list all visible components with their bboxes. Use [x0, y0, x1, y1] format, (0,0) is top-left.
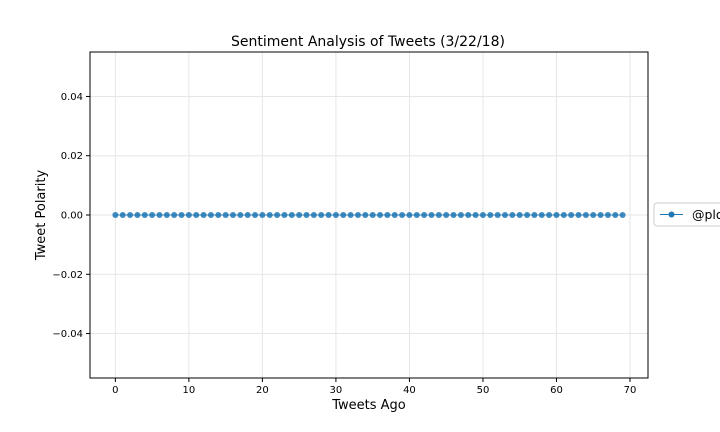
data-point — [171, 212, 178, 218]
y-tick-label: 0.04 — [61, 92, 83, 103]
y-tick-label: 0.00 — [61, 211, 83, 222]
data-point — [457, 212, 464, 218]
data-point — [531, 212, 538, 218]
data-point — [281, 212, 288, 218]
data-point — [384, 212, 391, 218]
data-point — [465, 212, 472, 218]
data-point — [112, 212, 119, 218]
legend: @plo — [653, 202, 720, 227]
data-point — [604, 212, 611, 218]
data-point — [435, 212, 442, 218]
data-point — [377, 212, 384, 218]
x-tick-label: 20 — [256, 385, 269, 396]
data-point — [318, 212, 325, 218]
data-point — [237, 212, 244, 218]
data-point — [200, 212, 207, 218]
data-point — [325, 212, 332, 218]
data-point — [509, 212, 516, 218]
data-point — [524, 212, 531, 218]
data-point — [163, 212, 170, 218]
data-point — [141, 212, 148, 218]
data-point — [134, 212, 141, 218]
data-point — [178, 212, 185, 218]
x-tick-label: 50 — [477, 385, 490, 396]
data-point — [399, 212, 406, 218]
x-axis-label: Tweets Ago — [331, 398, 406, 413]
data-point — [274, 212, 281, 218]
legend-entry-label: @plo — [692, 207, 720, 222]
data-point — [502, 212, 509, 218]
data-point — [553, 212, 560, 218]
x-axis: 0 10 20 30 40 50 60 70 — [112, 378, 636, 396]
x-tick-label: 60 — [550, 385, 563, 396]
data-point — [252, 212, 259, 218]
data-point — [568, 212, 575, 218]
data-point — [127, 212, 134, 218]
y-tick-label: 0.02 — [61, 151, 83, 162]
data-point — [546, 212, 553, 218]
data-point — [494, 212, 501, 218]
data-point — [362, 212, 369, 218]
data-point — [303, 212, 310, 218]
x-tick-label: 0 — [112, 385, 118, 396]
y-axis-label: Tweet Polarity — [34, 170, 49, 262]
legend-box — [653, 202, 720, 227]
data-point — [472, 212, 479, 218]
data-point — [443, 212, 450, 218]
data-point — [582, 212, 589, 218]
data-point — [450, 212, 457, 218]
x-tick-label: 30 — [330, 385, 343, 396]
y-tick-label: −0.02 — [52, 270, 83, 281]
data-point — [266, 212, 273, 218]
data-point — [215, 212, 222, 218]
data-point — [612, 212, 619, 218]
y-tick-label: −0.04 — [52, 329, 83, 340]
data-point — [590, 212, 597, 218]
data-point — [119, 212, 126, 218]
data-point — [391, 212, 398, 218]
chart-title: Sentiment Analysis of Tweets (3/22/18) — [231, 34, 505, 50]
data-point — [207, 212, 214, 218]
series — [112, 212, 626, 218]
data-point — [560, 212, 567, 218]
data-point — [369, 212, 376, 218]
x-tick-label: 10 — [183, 385, 196, 396]
data-point — [487, 212, 494, 218]
data-point — [406, 212, 413, 218]
data-point — [288, 212, 295, 218]
data-point — [479, 212, 486, 218]
data-point — [229, 212, 236, 218]
y-axis: −0.04 −0.02 0.00 0.02 0.04 — [52, 92, 90, 340]
data-point — [347, 212, 354, 218]
data-point — [538, 212, 545, 218]
data-point — [149, 212, 156, 218]
data-point — [428, 212, 435, 218]
data-point — [156, 212, 163, 218]
data-point — [575, 212, 582, 218]
data-point — [354, 212, 361, 218]
data-point — [185, 212, 192, 218]
data-point — [310, 212, 317, 218]
data-point — [332, 212, 339, 218]
data-point — [516, 212, 523, 218]
data-point — [413, 212, 420, 218]
data-point — [340, 212, 347, 218]
x-tick-label: 70 — [624, 385, 637, 396]
data-point — [421, 212, 428, 218]
data-point — [193, 212, 200, 218]
data-point — [222, 212, 229, 218]
data-point — [619, 212, 626, 218]
data-point — [296, 212, 303, 218]
data-point — [597, 212, 604, 218]
x-tick-label: 40 — [403, 385, 416, 396]
data-point — [244, 212, 251, 218]
legend-point-marker — [668, 211, 675, 218]
data-point — [259, 212, 266, 218]
